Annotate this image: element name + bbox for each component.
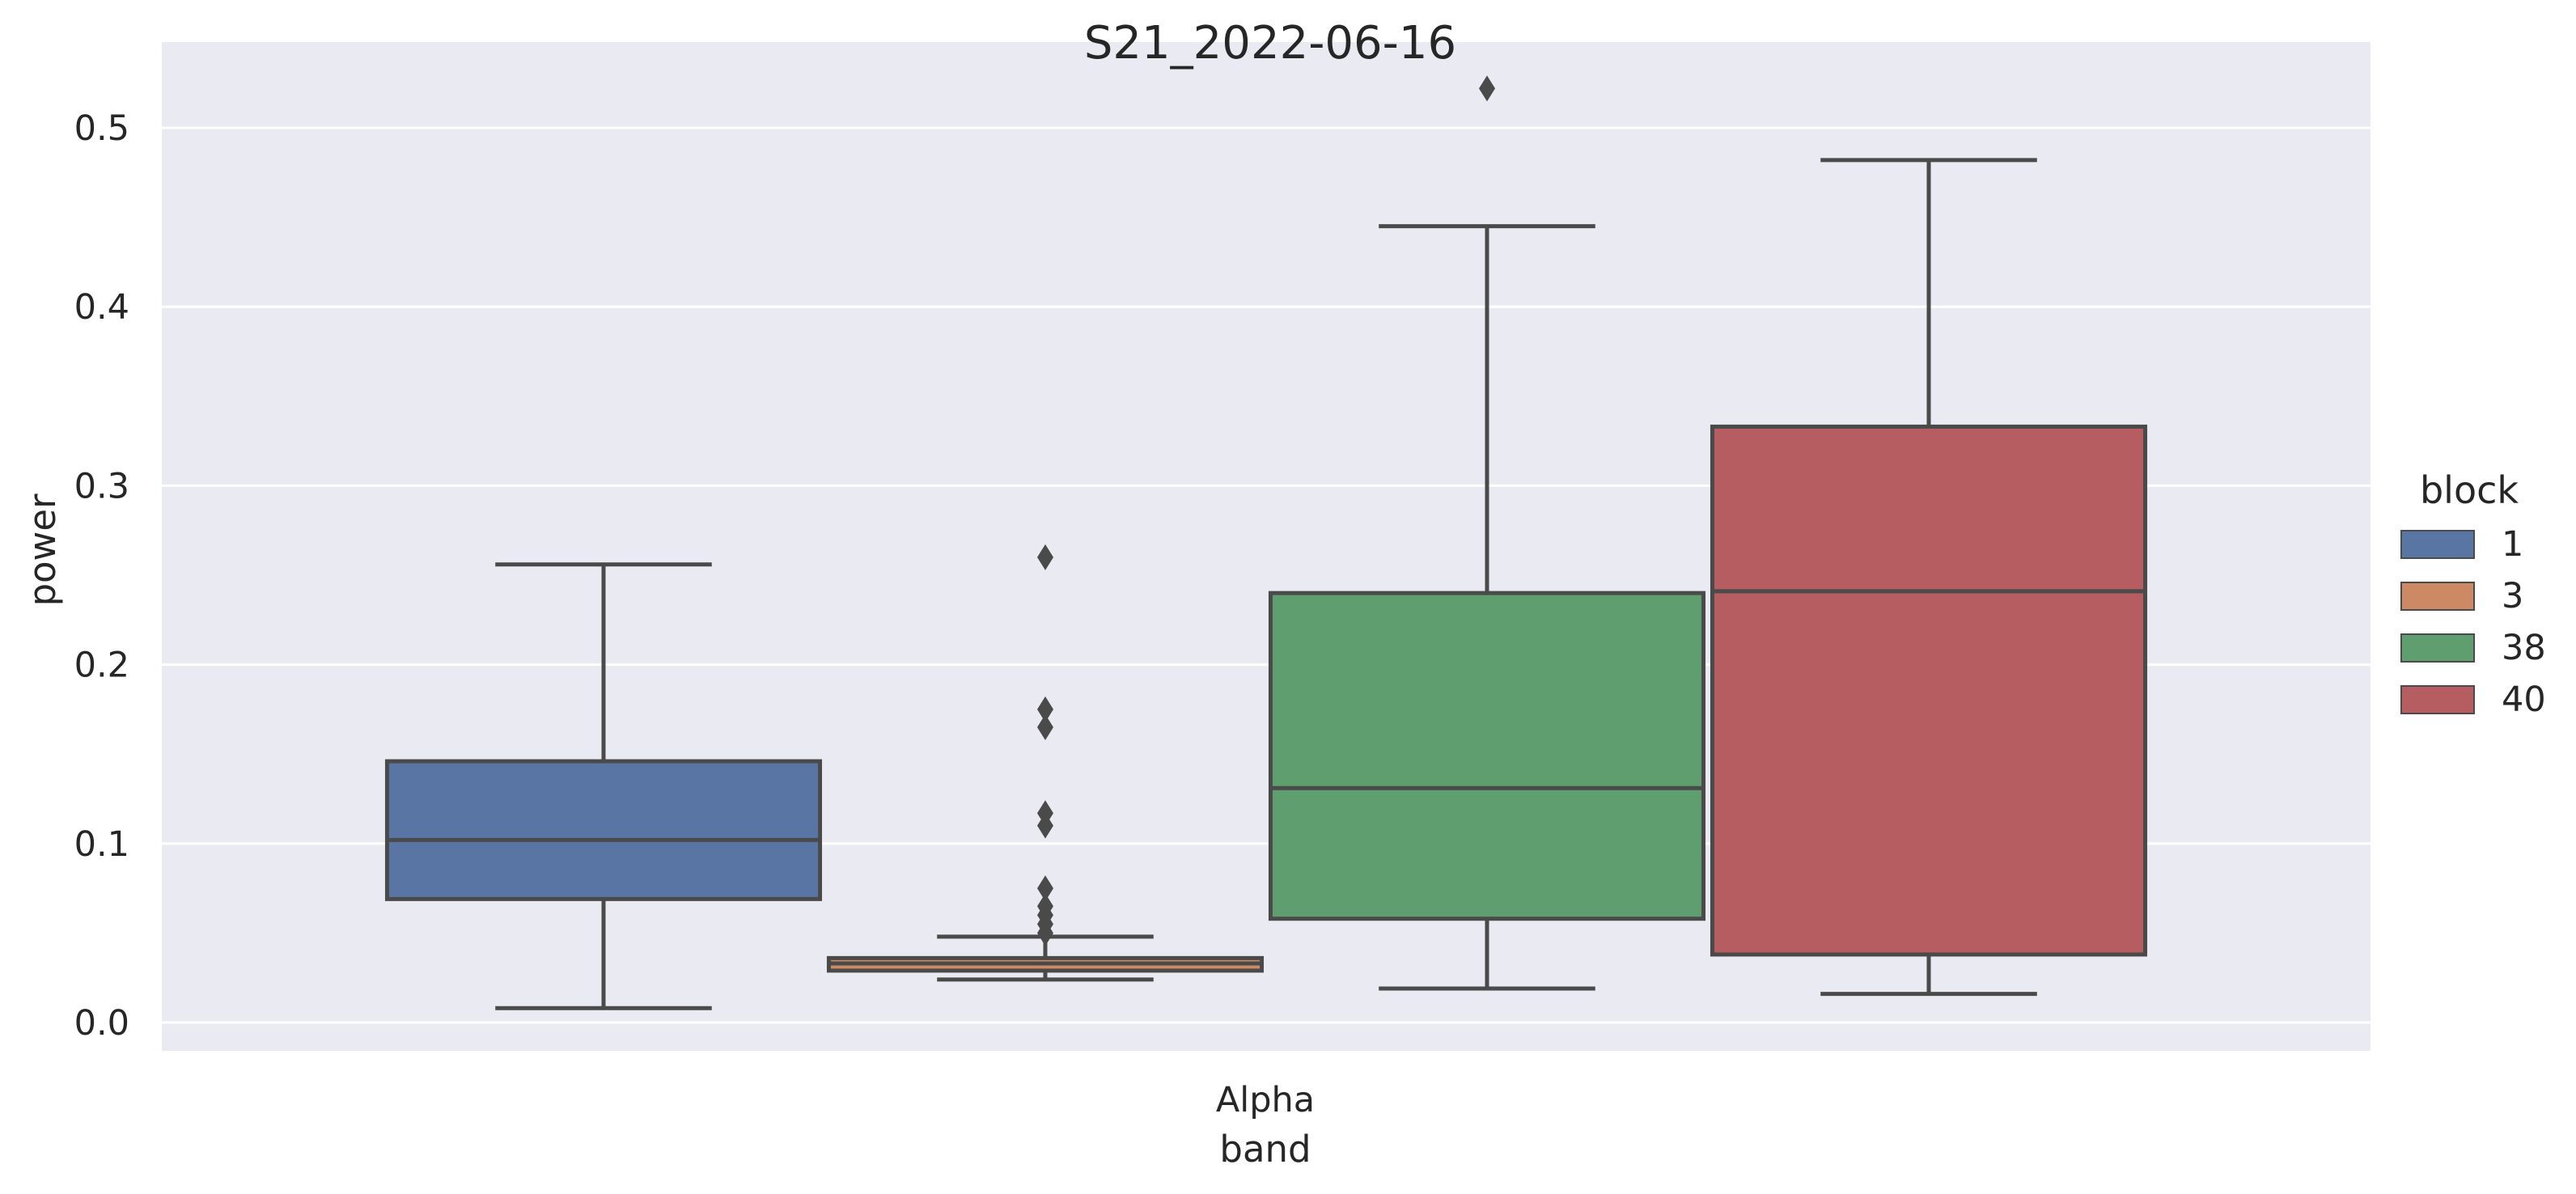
- y-axis-ticks: 0.0 0.1 0.2 0.3 0.4 0.5: [74, 108, 129, 1044]
- outlier-point: [1037, 544, 1053, 570]
- outlier-point: [1479, 75, 1495, 102]
- legend-label-40: 40: [2502, 680, 2546, 720]
- legend-label-3: 3: [2502, 576, 2523, 616]
- box-group-38: [1268, 75, 1706, 991]
- legend: block 1 3 38 40: [2400, 468, 2546, 720]
- box-body: [1710, 424, 2148, 957]
- x-tick-label: Alpha: [1216, 1080, 1315, 1120]
- outlier-point: [1037, 875, 1053, 902]
- y-tick-label: 0.4: [74, 287, 129, 328]
- y-axis-label: power: [21, 493, 64, 607]
- chart-title: S21_2022-06-16: [1084, 17, 1456, 70]
- legend-title: block: [2420, 468, 2519, 512]
- legend-swatch-40: [2400, 685, 2475, 714]
- outlier-point: [1037, 714, 1053, 741]
- box-group-3: [826, 544, 1265, 982]
- legend-label-38: 38: [2502, 628, 2546, 668]
- outlier-point: [1037, 800, 1053, 827]
- box-body: [384, 759, 823, 901]
- y-tick-label: 0.3: [74, 466, 129, 506]
- y-tick-label: 0.1: [74, 824, 129, 865]
- box-series: [384, 75, 2148, 1010]
- legend-swatch-3: [2400, 582, 2475, 611]
- legend-label-1: 1: [2502, 524, 2523, 565]
- box-group-40: [1710, 158, 2148, 997]
- box-body: [1268, 591, 1706, 921]
- box-group-1: [384, 562, 823, 1010]
- outlier-point: [1037, 893, 1053, 920]
- legend-swatch-38: [2400, 633, 2475, 663]
- y-tick-label: 0.0: [74, 1003, 129, 1044]
- outlier-point: [1037, 696, 1053, 722]
- legend-swatch-1: [2400, 530, 2475, 559]
- x-axis-label: band: [1219, 1128, 1311, 1171]
- y-tick-label: 0.2: [74, 646, 129, 686]
- y-tick-label: 0.5: [74, 108, 129, 149]
